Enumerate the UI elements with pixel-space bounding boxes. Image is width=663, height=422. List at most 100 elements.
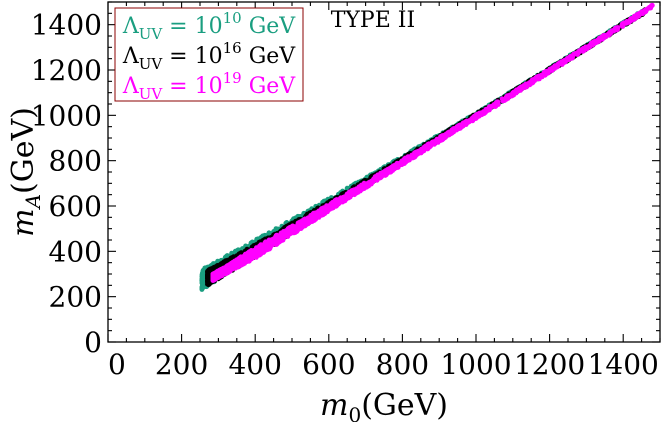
data-point: [281, 229, 286, 234]
series-2: [210, 2, 655, 283]
data-point: [361, 183, 367, 189]
data-point: [388, 167, 394, 173]
data-point: [284, 233, 289, 239]
data-point: [319, 212, 324, 218]
data-point: [254, 253, 260, 259]
data-point: [487, 107, 492, 112]
y-tick-label: 0: [84, 326, 102, 359]
data-point: [279, 234, 285, 239]
data-point: [249, 252, 255, 257]
data-point: [206, 269, 212, 274]
data-point: [311, 214, 317, 220]
data-point: [275, 234, 281, 240]
data-point: [513, 89, 519, 94]
data-point: [214, 275, 220, 280]
legend-entry-1: ΛUV = 1016 GeV: [122, 39, 296, 73]
data-point: [313, 210, 319, 216]
y-axis-subscript: A: [21, 194, 45, 210]
data-point: [495, 102, 501, 107]
x-tick-label: 1200: [514, 348, 585, 381]
data-point: [216, 269, 221, 275]
data-point: [220, 266, 226, 272]
y-tick-label: 800: [49, 145, 102, 178]
data-point: [377, 175, 383, 181]
x-tick-label: 400: [228, 348, 281, 381]
data-point: [328, 201, 334, 207]
data-point: [334, 198, 339, 204]
data-point: [596, 39, 602, 44]
data-point: [349, 189, 355, 195]
legend-box: [114, 7, 304, 102]
data-point: [579, 48, 585, 54]
y-tick-label: 1200: [31, 54, 102, 87]
data-point: [370, 179, 376, 185]
x-axis-unit: (GeV): [361, 388, 448, 422]
data-point: [334, 203, 340, 209]
data-point: [620, 24, 625, 29]
data-point: [459, 124, 465, 129]
data-point: [403, 157, 409, 163]
data-point: [582, 45, 588, 51]
data-point: [507, 94, 513, 99]
tick-labels: 0 200 400 600 800 1000 1200 1400020040060080010…: [31, 9, 659, 381]
data-point: [262, 240, 268, 246]
data-point: [221, 259, 227, 265]
data-point: [330, 205, 336, 210]
data-point: [454, 126, 460, 132]
data-point: [613, 27, 619, 32]
data-point: [278, 237, 284, 243]
data-point: [412, 150, 417, 156]
data-point: [417, 148, 423, 154]
data-point: [357, 185, 363, 191]
data-point: [200, 269, 206, 275]
y-tick-label: 1000: [31, 99, 102, 132]
data-point: [440, 134, 446, 140]
legend-entry-2: ΛUV = 1019 GeV: [122, 69, 296, 103]
chart-annotation: TYPE II: [331, 8, 415, 33]
data-point: [447, 130, 453, 136]
data-point: [270, 236, 276, 242]
data-point: [223, 270, 229, 276]
data-point: [639, 9, 645, 15]
data-point: [245, 256, 251, 262]
data-point: [205, 274, 211, 279]
data-point: [230, 260, 236, 265]
legend-entry-0: ΛUV = 1010 GeV: [122, 9, 296, 43]
data-point: [365, 182, 370, 188]
x-tick-label: 1400: [588, 348, 659, 381]
data-point: [287, 228, 293, 234]
data-point: [443, 131, 449, 137]
data-point: [557, 60, 562, 66]
y-tick-label: 200: [49, 281, 102, 314]
x-tick-label: 200: [155, 348, 208, 381]
data-point: [224, 264, 230, 270]
data-point: [421, 148, 427, 154]
y-tick-label: 400: [49, 235, 102, 268]
x-tick-label: 0: [108, 348, 126, 381]
data-point: [649, 2, 655, 8]
data-point: [299, 224, 305, 230]
data-point: [532, 78, 538, 83]
data-point: [321, 205, 327, 211]
y-axis-title: mA(GeV): [6, 107, 45, 237]
x-axis-symbol: m: [320, 388, 348, 422]
data-point: [629, 16, 634, 21]
data-point: [426, 143, 432, 149]
y-tick-label: 1400: [31, 9, 102, 42]
data-point: [259, 246, 265, 252]
data-point: [624, 19, 630, 24]
data-point: [432, 139, 438, 145]
data-point: [239, 260, 245, 265]
x-axis-title: m0(GeV): [320, 388, 448, 422]
data-point: [308, 213, 314, 218]
x-axis-subscript: 0: [348, 403, 361, 422]
axis-ticks: [107, 1, 661, 343]
y-axis-unit: (GeV): [6, 107, 41, 194]
data-point: [236, 258, 241, 264]
x-tick-label: 1000: [440, 348, 511, 381]
data-points: [199, 2, 655, 292]
data-point: [500, 98, 506, 104]
data-point: [239, 255, 245, 261]
data-point: [254, 248, 260, 254]
